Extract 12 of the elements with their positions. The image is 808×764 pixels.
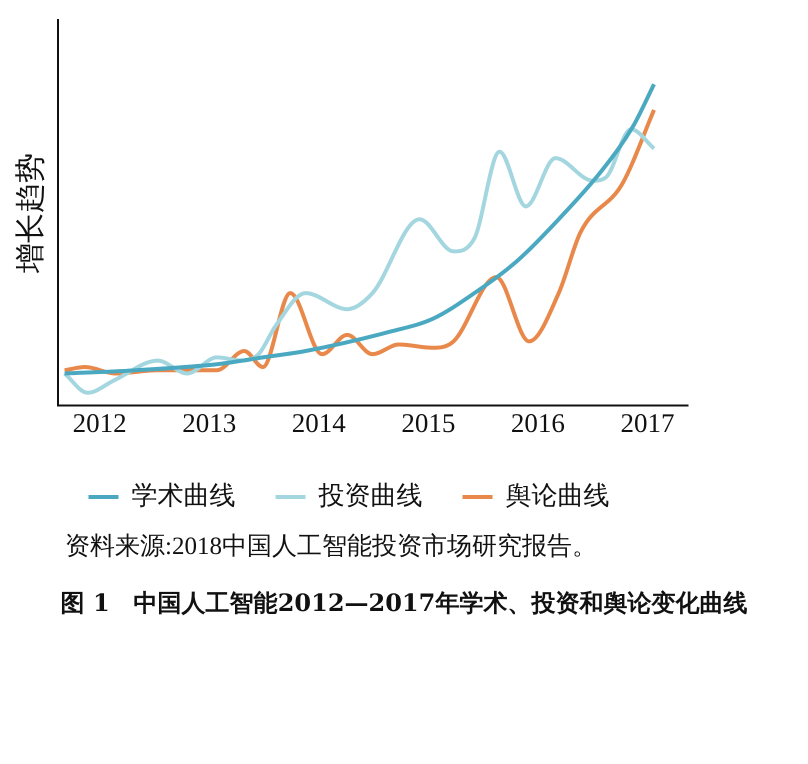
y-axis-title: 增长趋势 xyxy=(12,152,48,274)
x-tick-label: 2017 xyxy=(620,408,674,438)
x-tick-label: 2012 xyxy=(72,408,127,438)
text: 资料来源:2018中国人工智能投资市场研究报告。 xyxy=(64,532,598,562)
legend-label: 投资曲线 xyxy=(318,480,422,511)
x-tick-label: 2013 xyxy=(182,408,236,438)
legend-label: 舆论曲线 xyxy=(506,480,610,511)
x-tick-label: 2016 xyxy=(510,408,565,438)
x-tick-label: 2015 xyxy=(401,408,456,438)
legend-label: 学术曲线 xyxy=(132,480,236,511)
x-tick-label: 2014 xyxy=(292,408,346,438)
text: 图 1 中国人工智能2012—2017年学术、投资和舆论变化曲线 xyxy=(60,587,748,619)
